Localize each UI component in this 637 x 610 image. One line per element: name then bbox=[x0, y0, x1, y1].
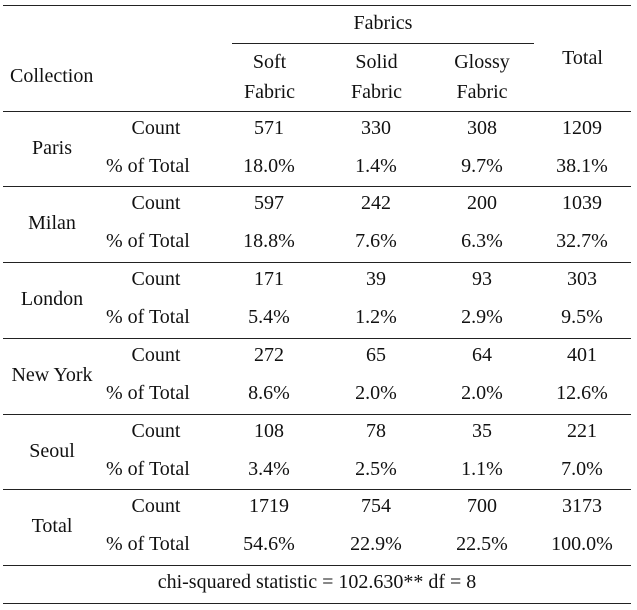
percent-cell-glossy-fabric: 22.5% bbox=[456, 533, 508, 555]
group-rule bbox=[3, 186, 631, 187]
percent-cell-total: 100.0% bbox=[551, 533, 613, 555]
percent-cell-total: 12.6% bbox=[556, 382, 608, 404]
percent-cell-glossy-fabric: 2.9% bbox=[461, 306, 503, 328]
percent-label: % of Total bbox=[106, 306, 190, 328]
group-rule bbox=[3, 338, 631, 339]
percent-cell-solid-fabric: 22.9% bbox=[350, 533, 402, 555]
percent-cell-soft-fabric: 18.0% bbox=[243, 155, 295, 177]
count-cell-glossy-fabric: 93 bbox=[472, 268, 492, 290]
percent-cell-total: 32.7% bbox=[556, 230, 608, 252]
percent-cell-soft-fabric: 3.4% bbox=[248, 458, 290, 480]
percent-cell-soft-fabric: 54.6% bbox=[243, 533, 295, 555]
fabrics-group-header: Fabrics bbox=[353, 12, 413, 34]
count-cell-total: 221 bbox=[567, 420, 597, 442]
totals-rule bbox=[3, 565, 631, 566]
column-header-soft: Soft Fabric bbox=[216, 47, 323, 107]
count-cell-solid-fabric: 65 bbox=[366, 344, 386, 366]
percent-cell-total: 7.0% bbox=[561, 458, 603, 480]
group-name: Seoul bbox=[29, 440, 75, 462]
count-cell-solid-fabric: 330 bbox=[361, 117, 391, 139]
percent-cell-glossy-fabric: 6.3% bbox=[461, 230, 503, 252]
count-cell-total: 1039 bbox=[562, 192, 602, 214]
percent-cell-glossy-fabric: 1.1% bbox=[461, 458, 503, 480]
top-rule bbox=[3, 5, 631, 6]
column-header-line: Soft bbox=[252, 51, 287, 73]
count-cell-total: 1209 bbox=[562, 117, 602, 139]
count-cell-soft-fabric: 272 bbox=[254, 344, 284, 366]
column-header-line: Glossy bbox=[454, 51, 510, 73]
count-cell-total: 303 bbox=[567, 268, 597, 290]
percent-label: % of Total bbox=[106, 382, 190, 404]
count-cell-total: 3173 bbox=[562, 495, 602, 517]
percent-label: % of Total bbox=[106, 155, 190, 177]
percent-cell-glossy-fabric: 9.7% bbox=[461, 155, 503, 177]
percent-cell-glossy-fabric: 2.0% bbox=[461, 382, 503, 404]
column-header-line: Fabric bbox=[243, 81, 296, 103]
count-cell-glossy-fabric: 35 bbox=[472, 420, 492, 442]
column-header-total: Total bbox=[562, 47, 603, 69]
bottom-rule bbox=[3, 603, 631, 604]
percent-cell-soft-fabric: 8.6% bbox=[248, 382, 290, 404]
count-cell-solid-fabric: 242 bbox=[361, 192, 391, 214]
count-cell-solid-fabric: 78 bbox=[366, 420, 386, 442]
count-cell-solid-fabric: 39 bbox=[366, 268, 386, 290]
percent-cell-solid-fabric: 2.5% bbox=[355, 458, 397, 480]
count-label: Count bbox=[131, 268, 181, 290]
count-cell-glossy-fabric: 308 bbox=[467, 117, 497, 139]
percent-cell-soft-fabric: 5.4% bbox=[248, 306, 290, 328]
group-name: Paris bbox=[32, 137, 72, 159]
count-cell-soft-fabric: 171 bbox=[254, 268, 284, 290]
count-label: Count bbox=[131, 420, 181, 442]
percent-cell-total: 9.5% bbox=[561, 306, 603, 328]
count-cell-soft-fabric: 1719 bbox=[249, 495, 289, 517]
count-cell-glossy-fabric: 200 bbox=[467, 192, 497, 214]
group-name: Milan bbox=[28, 212, 76, 234]
count-cell-soft-fabric: 108 bbox=[254, 420, 284, 442]
percent-cell-solid-fabric: 2.0% bbox=[355, 382, 397, 404]
column-header-line: Solid bbox=[355, 51, 398, 73]
column-header-solid: Solid Fabric bbox=[323, 47, 430, 107]
count-label: Count bbox=[131, 495, 181, 517]
percent-cell-solid-fabric: 7.6% bbox=[355, 230, 397, 252]
column-header-glossy: Glossy Fabric bbox=[430, 47, 534, 107]
count-cell-total: 401 bbox=[567, 344, 597, 366]
count-cell-solid-fabric: 754 bbox=[361, 495, 391, 517]
percent-cell-soft-fabric: 18.8% bbox=[243, 230, 295, 252]
count-label: Count bbox=[131, 344, 181, 366]
group-rule bbox=[3, 489, 631, 490]
count-label: Count bbox=[131, 192, 181, 214]
percent-label: % of Total bbox=[106, 533, 190, 555]
group-rule bbox=[3, 262, 631, 263]
percent-label: % of Total bbox=[106, 230, 190, 252]
fabrics-underline bbox=[232, 43, 534, 44]
count-cell-glossy-fabric: 64 bbox=[472, 344, 492, 366]
header-rule bbox=[3, 111, 631, 112]
count-cell-glossy-fabric: 700 bbox=[467, 495, 497, 517]
column-header-line: Fabric bbox=[456, 81, 508, 103]
group-rule bbox=[3, 414, 631, 415]
percent-cell-solid-fabric: 1.2% bbox=[355, 306, 397, 328]
collection-header: Collection bbox=[10, 65, 94, 87]
count-label: Count bbox=[131, 117, 181, 139]
percent-label: % of Total bbox=[106, 458, 190, 480]
group-name: New York bbox=[11, 364, 93, 386]
group-name: Total bbox=[31, 515, 73, 537]
column-header-line: Fabric bbox=[350, 81, 403, 103]
chi-squared-footer: chi-squared statistic = 102.630** df = 8 bbox=[157, 571, 477, 593]
percent-cell-solid-fabric: 1.4% bbox=[355, 155, 397, 177]
count-cell-soft-fabric: 597 bbox=[254, 192, 284, 214]
count-cell-soft-fabric: 571 bbox=[254, 117, 284, 139]
group-name: London bbox=[20, 288, 84, 310]
percent-cell-total: 38.1% bbox=[556, 155, 608, 177]
